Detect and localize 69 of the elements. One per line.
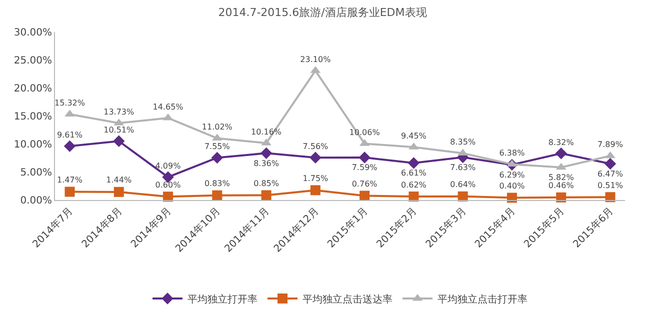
point: [605, 151, 616, 158]
point: [555, 148, 567, 160]
data-label: 8.32%: [548, 138, 574, 147]
data-label: 10.16%: [251, 127, 282, 136]
point: [605, 192, 616, 202]
data-label: 8.36%: [254, 158, 280, 168]
point: [310, 185, 320, 196]
data-label: 13.73%: [104, 107, 135, 116]
y-tick-label: 15.00%: [14, 112, 52, 122]
point: [458, 191, 468, 202]
point: [604, 158, 616, 170]
data-label: 10.06%: [349, 128, 380, 138]
point: [360, 190, 370, 201]
point: [114, 186, 124, 197]
data-label: 7.56%: [302, 142, 329, 152]
data-label: 6.61%: [401, 168, 427, 178]
y-tick-label: 5.00%: [20, 168, 52, 178]
data-label: 7.63%: [450, 162, 476, 172]
point: [408, 192, 419, 202]
point: [64, 186, 75, 197]
data-label: 0.46%: [548, 181, 574, 190]
point: [310, 152, 322, 164]
data-label: 1.44%: [106, 176, 132, 185]
data-label: 11.02%: [202, 122, 233, 132]
point: [358, 152, 370, 164]
data-label: 14.65%: [152, 102, 184, 112]
chart-title: 2014.7-2015.6旅游/酒店服务业EDM表现: [218, 6, 427, 19]
data-label: 6.29%: [499, 170, 526, 180]
legend-label: 平均独立点击打开率: [438, 293, 528, 306]
data-label: 4.09%: [155, 161, 182, 170]
legend-label: 平均独立点击送达率: [302, 293, 392, 306]
data-label: 10.51%: [104, 126, 135, 135]
data-label: 0.85%: [254, 178, 280, 188]
data-label: 9.45%: [401, 131, 427, 140]
data-label: 0.76%: [352, 179, 378, 188]
data-label: 6.38%: [499, 148, 526, 158]
y-tick-label: 20.00%: [14, 84, 52, 94]
point: [260, 147, 272, 160]
data-label: 0.51%: [598, 180, 624, 190]
data-label: 7.59%: [352, 163, 378, 172]
data-label: 9.61%: [57, 130, 83, 140]
point: [261, 190, 272, 200]
y-tick-label: 25.00%: [14, 56, 52, 66]
data-label: 0.60%: [155, 180, 182, 190]
legend-label: 平均独立打开率: [188, 293, 258, 306]
data-label: 0.40%: [499, 182, 526, 191]
data-label: 1.75%: [302, 174, 329, 183]
data-label: 7.89%: [598, 140, 624, 150]
data-label: 0.83%: [204, 179, 230, 188]
point: [113, 135, 125, 147]
data-label: 8.35%: [450, 138, 476, 147]
y-tick-label: 30.00%: [14, 28, 52, 38]
y-tick-label: 0.00%: [20, 196, 52, 206]
data-label: 23.10%: [300, 55, 332, 64]
data-label: 1.47%: [57, 176, 83, 185]
point: [163, 192, 174, 202]
data-label: 7.55%: [204, 142, 230, 152]
point: [64, 140, 76, 152]
point: [212, 190, 222, 200]
y-tick-label: 10.00%: [14, 140, 52, 150]
data-label: 0.62%: [401, 180, 427, 190]
data-label: 15.32%: [54, 98, 86, 108]
point: [556, 192, 566, 202]
data-label: 6.47%: [598, 169, 624, 178]
point: [408, 157, 420, 169]
data-label: 5.82%: [548, 173, 574, 182]
point: [211, 152, 224, 164]
point: [506, 192, 517, 203]
data-label: 0.64%: [450, 180, 476, 190]
